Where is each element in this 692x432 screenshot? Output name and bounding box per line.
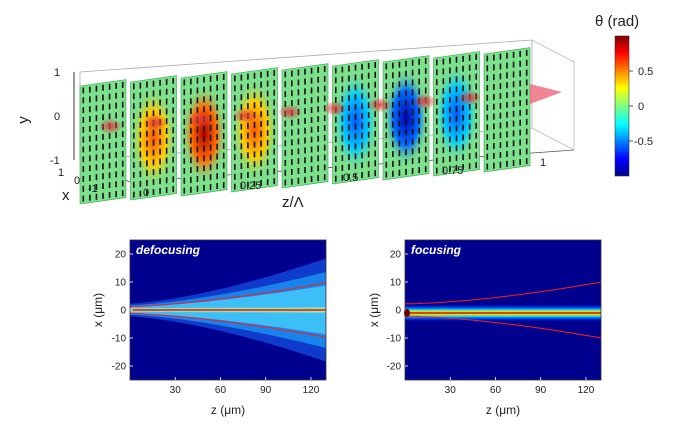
defocusing-tag: defocusing xyxy=(136,243,201,257)
z-tick-label-025: 0.25 xyxy=(240,180,261,192)
x-tick-label: 60 xyxy=(215,385,227,396)
x-tick-label: 60 xyxy=(490,385,502,396)
y-tick-label: -20 xyxy=(387,362,402,373)
beam-segment xyxy=(144,115,167,130)
defocusing-y-axis-label: x (μm) xyxy=(91,293,105,327)
colorbar: θ (rad) 0.5 0 -0.5 xyxy=(595,13,653,177)
y-tick-label: 0 xyxy=(120,306,126,317)
beam-segment xyxy=(99,119,122,134)
x-tick-label: 30 xyxy=(170,385,182,396)
colorbar-tick-0: 0 xyxy=(638,101,644,113)
y-tick-label: -20 xyxy=(112,362,127,373)
z-tick-label-1: 1 xyxy=(540,157,546,169)
x-tick-label-0: 0 xyxy=(74,175,80,187)
panel-phase-hotspot xyxy=(130,88,177,188)
metasurface-panel xyxy=(231,67,278,193)
beam-source xyxy=(404,309,410,317)
y-axis-label: y xyxy=(15,116,32,124)
beam-intensity-layer xyxy=(130,309,326,311)
focusing-axes: 30 60 90 120 20 10 0 -10 -20 xyxy=(387,250,595,397)
y-tick-label: 20 xyxy=(115,250,127,261)
panel-phase-hotspot xyxy=(231,80,278,180)
defocusing-envelope-top xyxy=(129,282,327,308)
panel-phase-hotspot xyxy=(383,68,429,168)
panel-phase-hotspot xyxy=(433,64,480,164)
metasurface-panel xyxy=(130,75,177,201)
y-tick-label: -10 xyxy=(112,334,127,345)
defocusing-envelope-bottom xyxy=(129,312,327,338)
focusing-tag: focusing xyxy=(411,243,462,257)
y-tick-label: 20 xyxy=(390,250,402,261)
metasurface-panel xyxy=(483,47,531,173)
z-tick-label-0: 0 xyxy=(143,187,149,199)
colorbar-title: θ (rad) xyxy=(595,13,639,30)
colorbar-tick-neg05: -0.5 xyxy=(634,136,653,148)
beam-segment xyxy=(458,90,481,105)
defocusing-axes: 30 60 90 120 20 10 0 -10 -20 xyxy=(112,250,320,397)
metasurface-panel xyxy=(433,51,480,177)
x-tick-label: 120 xyxy=(303,385,320,396)
panel-phase-hotspot xyxy=(181,84,227,184)
x-tick-label-neg1: -1 xyxy=(88,183,98,195)
defocusing-plot: defocusing 30 60 90 120 20 10 0 -10 -20 x (μm) z… xyxy=(91,239,327,417)
metasurface-panel xyxy=(382,55,430,181)
box-floor-back xyxy=(531,127,575,151)
panel-face xyxy=(281,63,329,189)
beam-segment xyxy=(368,97,391,112)
beam-segment xyxy=(234,108,257,123)
y-tick-label-top: 1 xyxy=(54,67,60,79)
x-tick-label: 120 xyxy=(578,385,595,396)
metasurface-panel xyxy=(180,71,228,197)
beam-exit-arrow xyxy=(530,84,562,104)
y-tick-label: 10 xyxy=(390,278,402,289)
x-tick-label: 30 xyxy=(445,385,457,396)
y-tick-label-mid: 0 xyxy=(54,111,60,123)
panel-phase-hotspot xyxy=(332,72,379,172)
colorbar-gradient xyxy=(614,35,630,177)
beam-path xyxy=(99,84,562,134)
y-tick-label: 0 xyxy=(395,306,401,317)
metasurface-3d-view: y 1 0 -1 x 1 0 -1 0 0.25 0.5 0.75 1 z/Λ xyxy=(15,39,575,211)
z-axis-label: z/Λ xyxy=(282,194,304,211)
metasurface-panel xyxy=(281,63,329,189)
focusing-plot: focusing 30 60 90 120 20 10 0 -10 -20 x (μm) z (… xyxy=(367,239,602,417)
x-tick-label: 90 xyxy=(535,385,547,396)
metasurface-panel xyxy=(79,79,127,205)
colorbar-tick-05: 0.5 xyxy=(638,66,653,78)
z-tick-label-075: 0.75 xyxy=(442,165,463,177)
y-tick-label: 10 xyxy=(115,278,127,289)
focusing-x-axis-label: z (μm) xyxy=(486,403,520,417)
beam-segment xyxy=(323,101,346,116)
x-axis-label: x xyxy=(62,187,70,204)
focusing-beam-core xyxy=(405,305,601,321)
beam-segment xyxy=(279,105,301,119)
box-top-back xyxy=(531,39,575,63)
defocusing-x-axis-label: z (μm) xyxy=(211,403,245,417)
y-tick-label-bottom: -1 xyxy=(50,155,60,167)
z-tick-label-05: 0.5 xyxy=(343,172,358,184)
focusing-envelope-bottom xyxy=(405,315,602,339)
panel-face xyxy=(483,47,531,173)
panel-face xyxy=(79,79,127,205)
x-tick-label: 90 xyxy=(260,385,272,396)
beam-segment xyxy=(413,94,436,109)
y-tick-label: -10 xyxy=(387,334,402,345)
focusing-y-axis-label: x (μm) xyxy=(367,293,381,327)
metasurface-panel xyxy=(332,59,379,185)
x-tick-label-1: 1 xyxy=(58,167,64,179)
focusing-envelope-top xyxy=(405,281,602,305)
beam-segment xyxy=(189,112,212,127)
